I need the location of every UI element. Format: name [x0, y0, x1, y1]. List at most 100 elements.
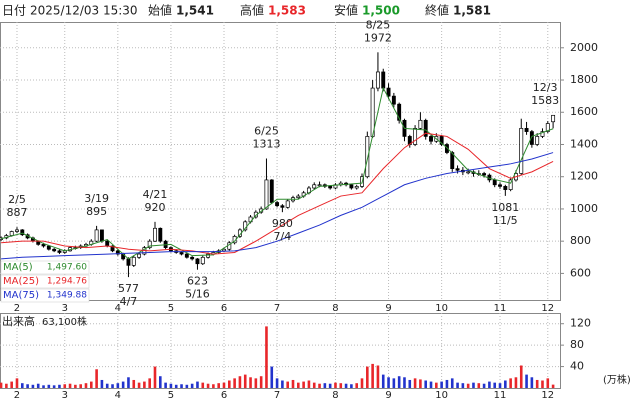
y-tick-label: 1200 — [570, 170, 598, 183]
ma-line — [1, 132, 554, 255]
volume-bar — [148, 378, 151, 388]
volume-bar — [297, 382, 300, 388]
x-tick-label: 4 — [115, 390, 121, 400]
x-tick-label: 3 — [62, 303, 68, 314]
volume-bar — [344, 383, 348, 388]
volume-bar — [52, 385, 56, 388]
candle-body — [52, 248, 57, 252]
candle-body — [179, 252, 184, 255]
volume-bar — [450, 378, 454, 388]
candle-body — [529, 131, 534, 145]
candle-body — [423, 119, 428, 137]
volume-bar — [355, 383, 359, 388]
volume-bar — [461, 383, 465, 388]
legend-name: MA(25) — [3, 276, 39, 287]
candle-body — [375, 71, 380, 89]
volume-bar — [376, 365, 380, 388]
volume-bar — [180, 384, 183, 388]
y-tick-label: 120 — [570, 317, 591, 330]
candle-body — [94, 229, 99, 242]
price-frame — [0, 22, 561, 301]
volume-bar — [111, 384, 114, 388]
candle-body — [280, 205, 285, 208]
high-value: 1,583 — [268, 4, 306, 18]
volume-bar — [0, 382, 3, 388]
candle-body — [126, 258, 131, 266]
volume-bar — [466, 383, 470, 388]
volume-bar — [190, 383, 194, 388]
x-tick-label: 11 — [494, 303, 507, 314]
candle-body — [312, 184, 317, 189]
volume-bar — [196, 381, 199, 388]
volume-bar — [424, 380, 428, 388]
candle-body — [153, 227, 157, 242]
low-label: 安値 — [334, 3, 358, 18]
volume-bar — [546, 378, 550, 388]
candle-body — [200, 256, 205, 265]
volume-bar — [36, 383, 40, 388]
candle-body — [545, 123, 550, 132]
volume-bar — [270, 366, 274, 388]
candle-body — [184, 253, 189, 258]
volume-bar — [350, 384, 353, 388]
volume-bar — [498, 383, 502, 388]
volume-bar — [413, 378, 417, 388]
volume-bar — [259, 376, 263, 388]
candle-body — [158, 227, 163, 242]
volume-bar — [312, 382, 316, 388]
volume-bar — [47, 384, 51, 388]
volume-bar — [228, 380, 231, 388]
candle-body — [450, 152, 455, 170]
volume-bar — [525, 374, 528, 388]
candle-body — [418, 119, 423, 129]
volume-bar — [238, 376, 242, 388]
candle-body — [354, 186, 359, 189]
volume-bar — [63, 384, 67, 388]
x-tick-label: 12 — [541, 390, 554, 400]
candle-body — [519, 128, 524, 174]
volume-bar — [185, 384, 189, 388]
candle-body — [439, 136, 444, 145]
annotation-price: 887 — [6, 206, 27, 219]
open-label: 始値 — [148, 3, 172, 18]
candle-body — [264, 179, 269, 210]
volume-bar — [509, 378, 512, 388]
candle-body — [285, 200, 290, 208]
volume-bar — [116, 383, 120, 388]
legend-box — [0, 288, 90, 303]
candle-body — [444, 144, 449, 153]
annotation-price: 1313 — [252, 138, 280, 151]
candle-body — [9, 231, 14, 236]
legend-value: 1,497.60 — [47, 263, 87, 273]
volume-bar — [243, 374, 247, 388]
x-tick-label: 10 — [435, 390, 448, 400]
volume-bar — [328, 383, 332, 388]
volume-bar — [79, 384, 82, 388]
x-tick-label: 12 — [541, 303, 554, 314]
candle-body — [206, 253, 211, 258]
volume-bar — [164, 382, 167, 388]
annotation-price: 1972 — [364, 31, 392, 44]
volume-bar — [493, 382, 497, 388]
volume-bar — [281, 380, 284, 388]
annotation-date: 4/21 — [143, 188, 168, 201]
candle-body — [275, 202, 280, 207]
candle-body — [429, 136, 433, 142]
volume-bar — [143, 381, 146, 388]
volume-bar — [371, 363, 374, 388]
y-tick-label: 1000 — [570, 202, 598, 215]
volume-bar — [307, 380, 311, 388]
volume-bar — [514, 377, 518, 388]
candle-body — [15, 229, 19, 232]
volume-bar — [100, 379, 104, 388]
y-tick-label: 600 — [570, 266, 591, 279]
annotation-date: 5/16 — [185, 288, 210, 301]
candle-body — [482, 173, 487, 176]
x-tick-label: 10 — [435, 303, 448, 314]
candle-body — [137, 253, 142, 258]
volume-bar — [302, 381, 305, 388]
volume-bar — [339, 383, 343, 388]
annotation-price: 920 — [144, 201, 165, 214]
